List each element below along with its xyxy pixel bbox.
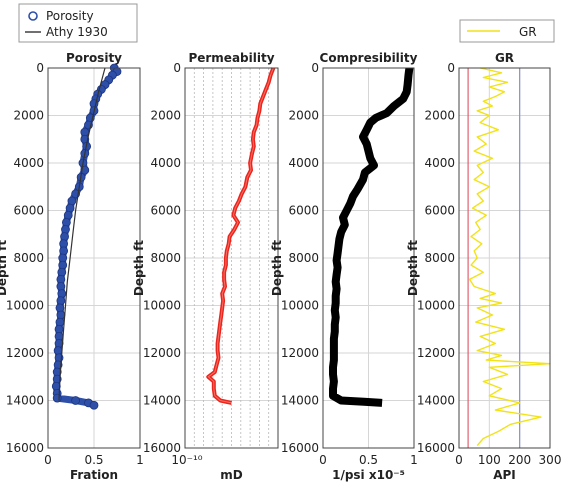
depth-tick-label: 16000 xyxy=(6,441,44,455)
depth-tick-label: 6000 xyxy=(150,204,181,218)
panel-0: Porosity 0 0.5 1 Fration 0 2000 4000 6000 8000 100… xyxy=(0,51,144,482)
depth-axis-label: Depth ft xyxy=(0,240,9,296)
legend-label: Porosity xyxy=(46,9,94,23)
depth-tick-label: 10000 xyxy=(6,299,44,313)
depth-tick-label: 0 xyxy=(311,61,319,75)
panel-frame xyxy=(458,67,551,449)
x-tick-label: 1 xyxy=(136,453,144,467)
gr-series xyxy=(468,67,551,447)
depth-tick-label: 8000 xyxy=(13,251,44,265)
depth-axis-label: Depth ft xyxy=(270,240,284,296)
panel-title: Compresibility xyxy=(320,51,418,65)
depth-tick-label: 2000 xyxy=(424,109,455,123)
porosity-legend: Porosity Athy 1930 xyxy=(18,3,138,43)
depth-tick-label: 10000 xyxy=(417,299,455,313)
depth-tick-label: 16000 xyxy=(143,441,181,455)
porosity-point xyxy=(62,217,71,227)
gr-legend: GR xyxy=(459,19,555,43)
depth-tick-label: 0 xyxy=(36,61,44,75)
permeability-series-core xyxy=(207,67,274,404)
x-tick-label: 100 xyxy=(478,453,501,467)
depth-tick-label: 16000 xyxy=(281,441,319,455)
panel-3: GR 0 100 200 300 API 0 2000 4000 6000 8000 10000 120… xyxy=(406,51,561,482)
panel-1: Permeability 10⁻¹⁰ mD 0 2000 4000 6000 8000 1000… xyxy=(132,51,279,482)
depth-tick-label: 6000 xyxy=(288,204,319,218)
depth-tick-label: 12000 xyxy=(417,346,455,360)
panel-title: GR xyxy=(495,51,514,65)
porosity-point xyxy=(57,267,67,277)
porosity-point xyxy=(71,396,80,405)
x-axis-label: Fration xyxy=(70,468,118,482)
legend-box xyxy=(18,3,138,43)
x-tick-label: 0 xyxy=(319,453,327,467)
depth-tick-label: 6000 xyxy=(13,204,44,218)
porosity-point xyxy=(52,393,62,403)
panel-title: Porosity xyxy=(66,51,122,65)
depth-tick-label: 14000 xyxy=(281,394,319,408)
x-tick-label: 0.5 xyxy=(359,453,378,467)
compresibility-series xyxy=(329,67,414,407)
x-tick-label: 0 xyxy=(455,453,463,467)
legend-circle-marker xyxy=(28,11,38,21)
depth-tick-label: 2000 xyxy=(150,109,181,123)
depth-tick-label: 2000 xyxy=(13,109,44,123)
x-tick-label: 0 xyxy=(44,453,52,467)
depth-tick-label: 4000 xyxy=(13,156,44,170)
depth-axis-label: Depth ft xyxy=(406,240,420,296)
depth-tick-label: 0 xyxy=(447,61,455,75)
depth-tick-label: 4000 xyxy=(150,156,181,170)
legend-label: GR xyxy=(519,25,537,39)
porosity-point xyxy=(56,296,66,306)
panel-frame xyxy=(47,67,141,449)
porosity-point xyxy=(61,225,70,234)
depth-tick-label: 10000 xyxy=(143,299,181,313)
porosity-point xyxy=(55,303,65,313)
x-axis-label: API xyxy=(493,468,516,482)
depth-tick-label: 12000 xyxy=(143,346,181,360)
depth-tick-label: 12000 xyxy=(6,346,44,360)
porosity-point xyxy=(60,232,69,242)
porosity-point xyxy=(58,260,68,270)
porosity-point xyxy=(55,317,65,327)
depth-tick-label: 10000 xyxy=(281,299,319,313)
depth-tick-label: 14000 xyxy=(6,394,44,408)
depth-tick-label: 14000 xyxy=(417,394,455,408)
athy-trend-line xyxy=(58,67,106,401)
depth-tick-label: 16000 xyxy=(417,441,455,455)
depth-tick-label: 0 xyxy=(173,61,181,75)
panel-frame xyxy=(184,67,279,449)
depth-tick-label: 14000 xyxy=(143,394,181,408)
depth-tick-label: 4000 xyxy=(424,156,455,170)
depth-tick-label: 8000 xyxy=(288,251,319,265)
depth-tick-label: 2000 xyxy=(288,109,319,123)
x-tick-label: 0.5 xyxy=(84,453,103,467)
x-tick-label: 200 xyxy=(508,453,531,467)
depth-tick-label: 12000 xyxy=(281,346,319,360)
panel-title: Permeability xyxy=(188,51,274,65)
x-tick-label: 10⁻¹⁰ xyxy=(171,453,202,467)
depth-axis-label: Depth ft xyxy=(132,240,146,296)
porosity-point xyxy=(89,400,99,410)
depth-tick-label: 4000 xyxy=(288,156,319,170)
depth-tick-label: 8000 xyxy=(424,251,455,265)
porosity-point xyxy=(59,246,69,256)
x-axis-label: mD xyxy=(220,468,243,482)
panel-frame xyxy=(322,67,415,449)
porosity-point xyxy=(67,196,77,206)
porosity-point xyxy=(63,210,73,220)
porosity-point xyxy=(53,346,63,356)
depth-tick-label: 6000 xyxy=(424,204,455,218)
porosity-point xyxy=(56,310,66,320)
x-axis-label: 1/psi x10⁻⁵ xyxy=(332,468,405,482)
porosity-point xyxy=(56,282,66,291)
legend-box xyxy=(459,19,555,43)
x-tick-label: 1 xyxy=(410,453,418,467)
x-tick-label: 300 xyxy=(539,453,561,467)
porosity-point xyxy=(65,203,75,213)
depth-tick-label: 8000 xyxy=(150,251,181,265)
porosity-point xyxy=(57,289,67,299)
legend-label: Athy 1930 xyxy=(46,25,108,39)
